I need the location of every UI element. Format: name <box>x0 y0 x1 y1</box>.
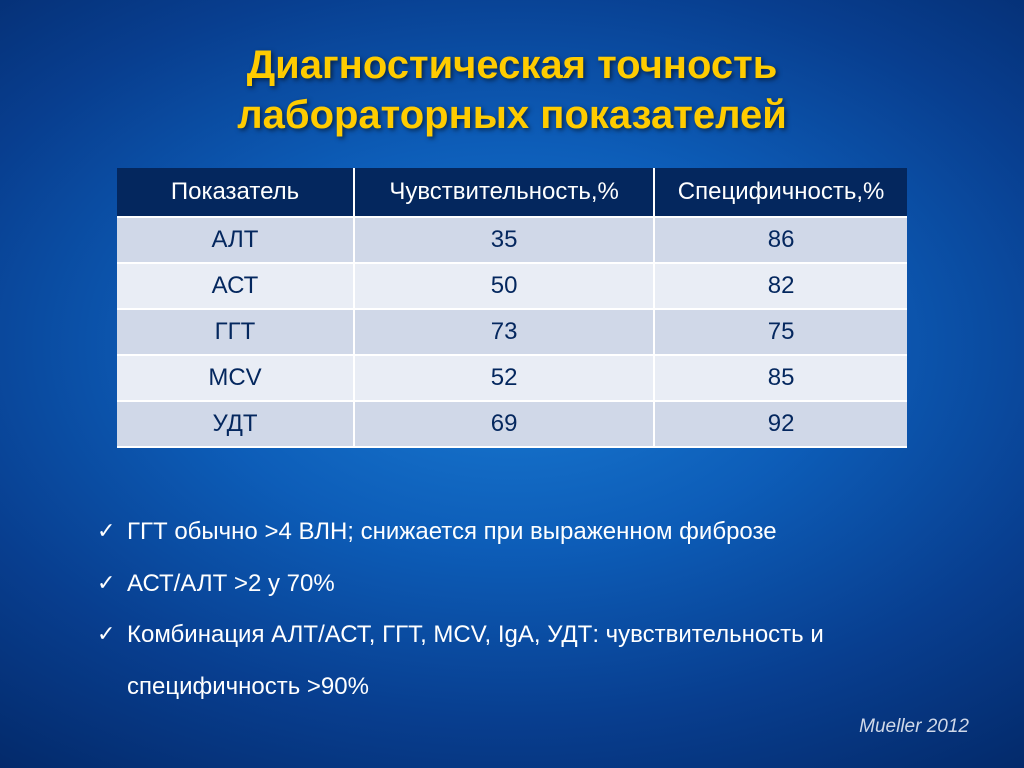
table-cell: MCV <box>117 355 354 401</box>
bullet-list: ✓ГГТ обычно >4 ВЛН; снижается при выраже… <box>97 506 927 712</box>
list-item: ✓АСТ/АЛТ >2 у 70% <box>97 558 927 610</box>
table-header-cell: Чувствительность,% <box>354 168 654 217</box>
citation: Mueller 2012 <box>859 716 969 738</box>
bullet-text: АСТ/АЛТ >2 у 70% <box>127 558 927 610</box>
table-cell: УДТ <box>117 401 354 447</box>
table-cell: 50 <box>354 263 654 309</box>
slide-title: Диагностическая точность лабораторных по… <box>0 0 1024 140</box>
bullet-text: Комбинация АЛТ/АСТ, ГГТ, MCV, IgA, УДТ: … <box>127 609 927 712</box>
table-row: АСТ5082 <box>117 263 907 309</box>
table-cell: 69 <box>354 401 654 447</box>
table-cell: 85 <box>654 355 907 401</box>
table-row: ГГТ7375 <box>117 309 907 355</box>
table-cell: 92 <box>654 401 907 447</box>
table-row: УДТ6992 <box>117 401 907 447</box>
title-line-2: лабораторных показателей <box>237 93 787 137</box>
table-cell: 82 <box>654 263 907 309</box>
list-item: ✓Комбинация АЛТ/АСТ, ГГТ, MCV, IgA, УДТ:… <box>97 609 927 712</box>
checkmark-icon: ✓ <box>97 507 127 554</box>
table-row: АЛТ3586 <box>117 217 907 263</box>
diagnostic-accuracy-table: ПоказательЧувствительность,%Специфичност… <box>117 168 907 448</box>
table-cell: 75 <box>654 309 907 355</box>
table-cell: 52 <box>354 355 654 401</box>
table-cell: АЛТ <box>117 217 354 263</box>
slide: Диагностическая точность лабораторных по… <box>0 0 1024 768</box>
table-cell: ГГТ <box>117 309 354 355</box>
table-header-cell: Показатель <box>117 168 354 217</box>
table-body: АЛТ3586АСТ5082ГГТ7375MCV5285УДТ6992 <box>117 217 907 447</box>
list-item: ✓ГГТ обычно >4 ВЛН; снижается при выраже… <box>97 506 927 558</box>
table-header-cell: Специфичность,% <box>654 168 907 217</box>
checkmark-icon: ✓ <box>97 559 127 606</box>
title-line-1: Диагностическая точность <box>247 43 778 87</box>
bullet-text: ГГТ обычно >4 ВЛН; снижается при выражен… <box>127 506 927 558</box>
table-container: ПоказательЧувствительность,%Специфичност… <box>117 168 907 448</box>
table-cell: 35 <box>354 217 654 263</box>
table-cell: 86 <box>654 217 907 263</box>
table-cell: 73 <box>354 309 654 355</box>
table-cell: АСТ <box>117 263 354 309</box>
table-header-row: ПоказательЧувствительность,%Специфичност… <box>117 168 907 217</box>
table-head: ПоказательЧувствительность,%Специфичност… <box>117 168 907 217</box>
checkmark-icon: ✓ <box>97 610 127 657</box>
table-row: MCV5285 <box>117 355 907 401</box>
